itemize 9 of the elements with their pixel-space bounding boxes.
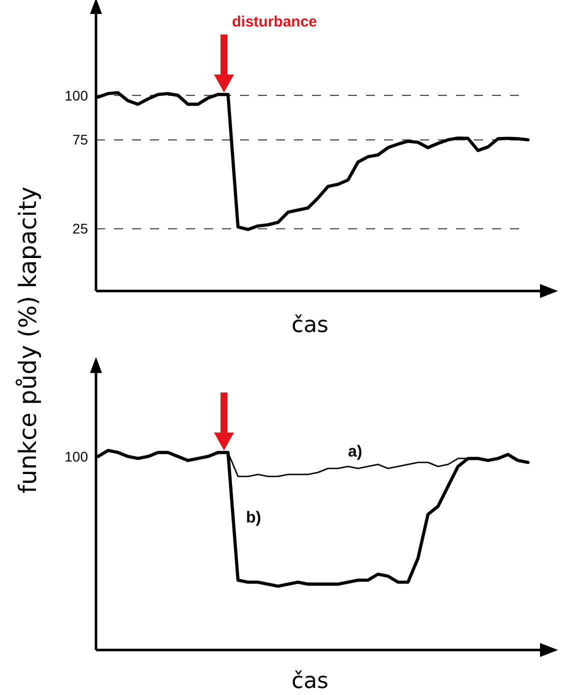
y-tick-label: 100 — [64, 87, 88, 104]
x-axis-title: čas — [291, 313, 329, 338]
y-axis-title: funkce půdy (%) kapacity — [14, 186, 42, 494]
y-tick-label: 75 — [72, 132, 88, 148]
y-tick-label: 25 — [72, 220, 88, 237]
series-label: b) — [246, 509, 262, 526]
x-axis-title: čas — [291, 669, 329, 694]
annotation: disturbance — [232, 13, 318, 30]
series-label: a) — [348, 443, 362, 460]
